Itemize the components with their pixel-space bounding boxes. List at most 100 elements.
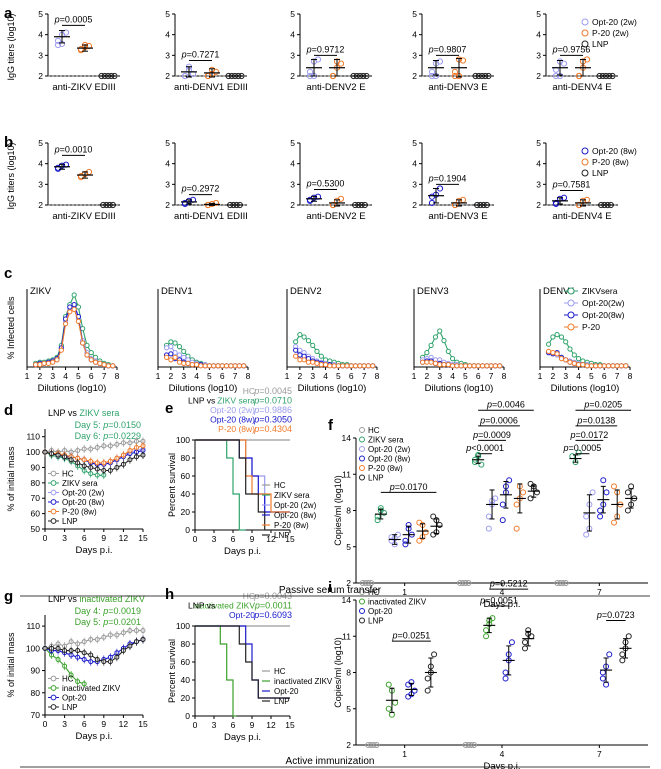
legend-label: ZIKV sera — [368, 436, 404, 445]
x-tick-label: 15 — [285, 534, 295, 544]
legend-label: LNP — [368, 474, 384, 483]
series-point — [428, 359, 434, 365]
data-point — [527, 480, 534, 487]
data-point — [569, 453, 576, 460]
y-tick-label: 3 — [165, 50, 170, 60]
series-point — [185, 360, 191, 366]
series-point — [597, 363, 603, 369]
series-line — [44, 440, 143, 453]
series-point — [164, 354, 170, 360]
series-point — [318, 362, 324, 368]
x-tick-label: 4 — [500, 749, 505, 759]
series-point — [546, 348, 552, 354]
y-axis-label-d: % of initial mass — [6, 446, 16, 512]
panel-letter-c: c — [4, 265, 12, 282]
x-axis-label: anti-DENV1 EDIII — [174, 82, 248, 93]
series-point — [322, 362, 329, 368]
y-tick-label: 4 — [412, 30, 417, 40]
x-tick-label: 4 — [194, 371, 199, 381]
data-point — [575, 449, 582, 456]
p-value-label: p=0.9807 — [428, 44, 467, 54]
series-point — [172, 354, 178, 360]
x-tick-label: 5 — [589, 371, 594, 381]
x-tick-label: 3 — [50, 371, 55, 381]
series-point — [335, 363, 342, 369]
pvalue-label: p=0.0710 — [253, 396, 292, 406]
series-point — [588, 363, 595, 369]
p-value-label: p=0.0010 — [54, 144, 93, 154]
series-point — [318, 353, 324, 359]
lnp-vs-label: LNP vs — [188, 601, 215, 611]
y-tick-label: 3 — [290, 179, 295, 189]
series-point — [301, 357, 307, 363]
x-axis-label: Days p.i. — [224, 546, 261, 557]
series-point — [310, 342, 316, 348]
data-point — [483, 633, 490, 640]
x-axis-label: anti-DENV2 E — [306, 82, 365, 93]
y-tick-label: 3 — [536, 50, 541, 60]
y-tick-label: 4 — [165, 30, 170, 40]
data-point — [306, 196, 314, 203]
x-tick-label: 6 — [89, 371, 94, 381]
series-point — [181, 348, 187, 354]
data-point — [506, 477, 513, 484]
legend-marker — [567, 299, 575, 307]
series-point — [445, 362, 451, 368]
data-point — [368, 742, 375, 748]
data-point — [485, 513, 492, 520]
series-point — [110, 363, 116, 369]
legend-label: LNP — [592, 39, 609, 49]
panel-letter-i: i — [328, 579, 332, 596]
legend-label: inactivated ZIKV — [274, 677, 333, 686]
x-axis-label: anti-ZIKV EDIII — [52, 211, 115, 222]
x-tick-label: 1 — [538, 371, 543, 381]
subpanel-title: DENV3 — [417, 286, 449, 297]
series-line — [44, 445, 144, 464]
series-point — [101, 362, 107, 368]
series-point — [593, 363, 599, 369]
p-value-label: p=0.7581 — [552, 180, 591, 190]
data-point — [451, 72, 459, 80]
data-point — [499, 501, 506, 508]
legend-label: HC — [62, 675, 74, 684]
x-axis-label: Dilutions (log10) — [298, 383, 367, 394]
p-value-label: p=0.1904 — [428, 173, 467, 183]
legend-label: HC — [368, 588, 380, 597]
legend-label: P-20 (8w) — [62, 508, 97, 517]
data-point — [459, 580, 466, 586]
y-tick-label: 2 — [536, 200, 541, 210]
series-point — [71, 306, 77, 312]
legend-label: Opt-20 (8w) — [62, 498, 105, 507]
x-tick-label: 6 — [602, 371, 607, 381]
data-point — [562, 580, 569, 586]
series-point — [475, 363, 481, 369]
x-axis-label: Days p.i. — [76, 731, 113, 742]
legend-marker — [50, 518, 57, 524]
data-point — [392, 699, 399, 706]
data-point — [606, 651, 613, 658]
data-point — [559, 580, 566, 586]
legend-marker — [567, 323, 575, 331]
x-axis-label: anti-DENV3 E — [428, 211, 487, 222]
data-point — [513, 525, 520, 532]
data-point — [337, 60, 345, 67]
x-axis-label: Dilutions (log10) — [169, 383, 238, 394]
pvalue-group-name: Opt-20 — [229, 610, 255, 620]
legend-label: HC — [368, 426, 380, 435]
y-tick-label: 4 — [38, 30, 43, 40]
pvalue-label: p=0.4304 — [253, 424, 292, 434]
x-tick-label: 1 — [156, 371, 161, 381]
y-tick-label: 3 — [165, 179, 170, 189]
data-point — [465, 742, 472, 748]
legend-label: LNP — [274, 531, 290, 540]
x-tick-label: 12 — [266, 720, 276, 730]
y-tick-label: 2 — [165, 71, 170, 81]
series-point — [67, 304, 73, 310]
y-axis-label-g: % of initial mass — [6, 632, 16, 698]
p-value-label: p=0.0172 — [569, 430, 608, 440]
series-point — [54, 357, 60, 363]
series-point — [437, 362, 443, 368]
series-point — [563, 339, 569, 345]
series-point — [571, 352, 577, 358]
series-line — [44, 451, 104, 476]
